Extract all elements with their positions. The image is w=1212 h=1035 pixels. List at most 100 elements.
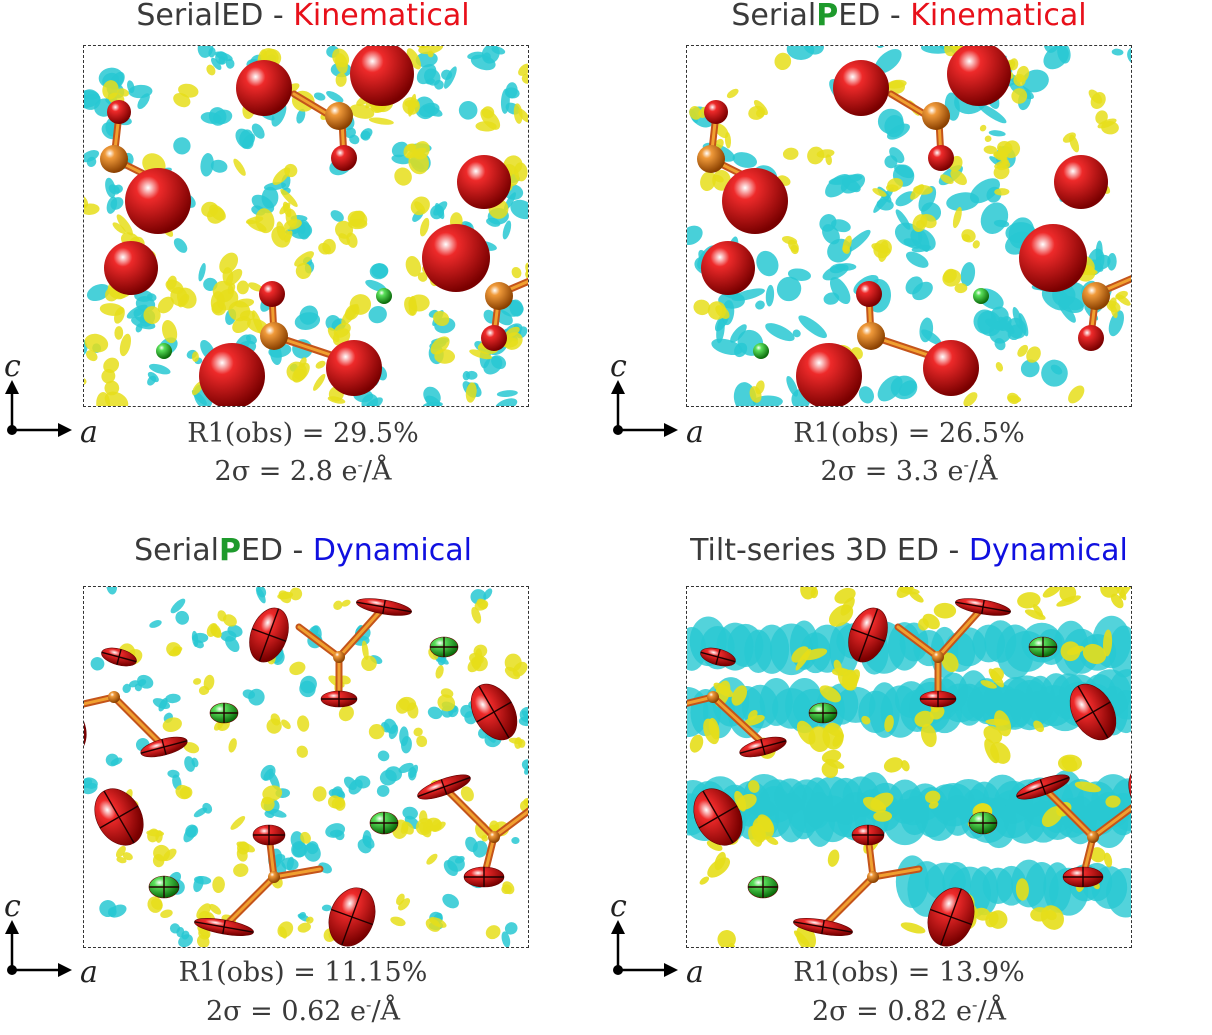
density-blob: [239, 310, 256, 321]
axis-indicator: c a: [0, 349, 110, 450]
density-blob: [236, 280, 249, 295]
density-blob: [732, 152, 757, 168]
oxygen-ellipsoid: [848, 607, 888, 663]
density-blob: [842, 669, 858, 690]
density-blob: [990, 667, 1004, 682]
oxygen-ellipsoid: [101, 647, 137, 667]
oxygen-atom: [422, 224, 490, 292]
density-blob: [299, 357, 307, 368]
density-blob: [821, 749, 842, 764]
density-blob: [792, 329, 801, 338]
density-blob: [458, 100, 478, 120]
density-blob: [521, 73, 528, 84]
density-blob: [974, 907, 991, 921]
density-blob: [874, 49, 902, 74]
density-blob: [1097, 118, 1117, 129]
density-blob: [300, 675, 317, 694]
density-blob: [209, 903, 222, 915]
density-blob: [208, 47, 216, 58]
density-blob: [239, 129, 254, 148]
density-blob: [416, 735, 428, 748]
oxygen-ellipsoid: [356, 598, 412, 616]
density-blob: [810, 587, 819, 599]
density-blob: [430, 204, 445, 220]
density-blob: [407, 100, 416, 114]
density-blob: [998, 316, 1012, 331]
cation-ellipsoid: [808, 702, 838, 724]
density-blob: [474, 599, 489, 611]
density-blob: [715, 305, 730, 319]
density-blob: [689, 106, 702, 120]
oxygen-atom: [1078, 325, 1104, 351]
density-blob: [471, 606, 482, 624]
density-blob: [173, 137, 191, 155]
density-blob: [1033, 720, 1044, 733]
phosphorus-atom: [857, 322, 885, 350]
density-blob: [821, 761, 839, 778]
density-blob: [980, 680, 997, 689]
density-blob: [922, 613, 940, 630]
density-blob: [699, 876, 710, 885]
oxygen-atom: [833, 60, 889, 116]
density-blob: [706, 840, 723, 851]
oxygen-ellipsoid: [1069, 683, 1117, 741]
density-blob: [212, 876, 225, 894]
density-blob: [460, 704, 474, 718]
density-blob: [435, 665, 444, 679]
cation-ellipsoid: [429, 636, 459, 658]
density-blob: [511, 837, 520, 845]
oxygen-atom: [856, 281, 882, 307]
density-blob: [260, 764, 276, 781]
density-blob: [1108, 297, 1117, 309]
density-blob: [347, 210, 368, 228]
density-blob: [873, 187, 894, 213]
density-blob: [185, 824, 199, 838]
density-blob: [264, 810, 275, 819]
density-blob: [900, 760, 910, 772]
density-blob: [321, 904, 332, 912]
density-blob: [298, 911, 306, 919]
density-blob: [1127, 46, 1131, 65]
oxygen-atom: [199, 343, 265, 406]
density-blob: [406, 48, 421, 70]
density-blob: [410, 196, 430, 216]
method-label: Kinematical: [293, 0, 470, 33]
density-blob: [1103, 629, 1113, 657]
density-blob: [994, 159, 1009, 169]
density-blob: [972, 240, 980, 249]
density-blob: [1090, 92, 1106, 109]
density-blob: [193, 678, 202, 685]
density-blob: [233, 158, 246, 176]
panel-tiltseries-dynamical: Tilt-series 3D ED - Dynamical c a R1(obs…: [606, 517, 1212, 1034]
density-blob: [983, 145, 998, 154]
density-blob: [210, 159, 228, 173]
density-blob: [256, 587, 267, 598]
density-blob: [413, 727, 423, 737]
density-blob: [281, 719, 291, 730]
phosphorus-atom: [485, 282, 513, 310]
density-blob: [251, 194, 275, 214]
oxygen-atom: [481, 325, 507, 351]
density-blob: [816, 149, 835, 158]
density-blob: [1103, 852, 1113, 868]
density-blob: [106, 587, 118, 595]
density-blob: [114, 326, 124, 340]
r1-value: R1(obs) = 26.5%: [793, 418, 1025, 449]
density-blob: [512, 661, 528, 677]
density-blob: [368, 117, 394, 125]
density-blob: [920, 723, 937, 748]
density-blob: [425, 395, 441, 406]
density-blob: [895, 191, 916, 207]
density-blob: [481, 834, 488, 842]
density-blob: [840, 597, 855, 616]
density-blob: [928, 801, 939, 809]
panel-title: SerialPED - Kinematical: [731, 0, 1087, 33]
density-blob: [993, 219, 1010, 228]
density-blob: [460, 786, 474, 802]
density-blob: [147, 375, 157, 386]
density-map: [83, 45, 529, 407]
density-blob: [944, 46, 959, 57]
density-blob: [183, 742, 200, 754]
oxygen-ellipsoid: [470, 683, 518, 741]
density-blob: [504, 922, 518, 935]
